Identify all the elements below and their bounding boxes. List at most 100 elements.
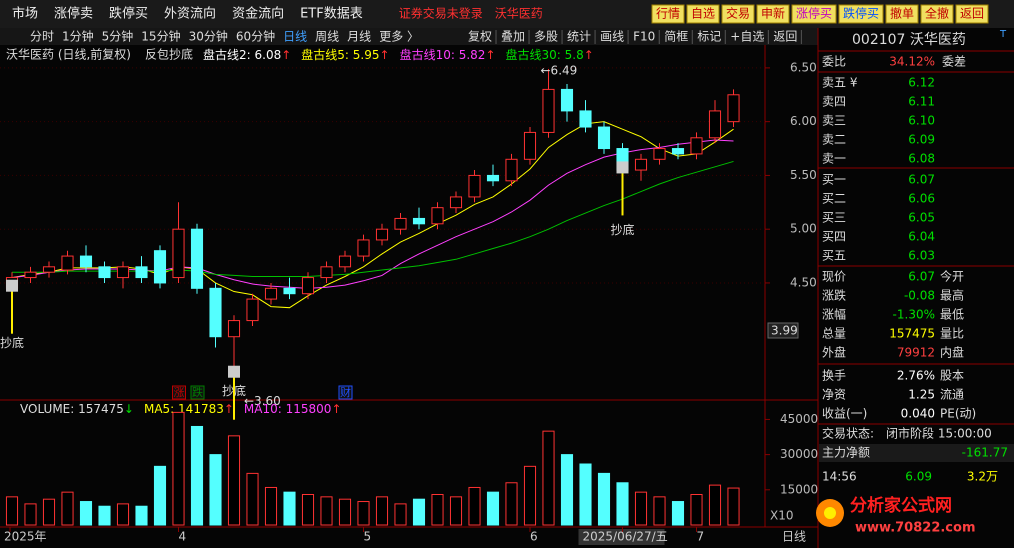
candle-body bbox=[505, 158, 518, 182]
stat-label2: 内盘 bbox=[940, 345, 964, 360]
button-label[interactable]: 自选 bbox=[691, 7, 715, 21]
period-tab[interactable]: 更多 〉 bbox=[379, 30, 419, 44]
menu-item[interactable]: ETF数据表 bbox=[300, 7, 363, 22]
annotation: ←6.49 bbox=[541, 63, 578, 77]
button[interactable] bbox=[686, 4, 720, 24]
ma-line bbox=[11, 139, 734, 289]
candle-body bbox=[79, 255, 93, 268]
indicator-label: 盘古线30: 5.8↑ bbox=[506, 47, 594, 62]
bid-label: 买五 bbox=[822, 249, 846, 263]
candle-body bbox=[320, 266, 333, 279]
button[interactable] bbox=[885, 4, 919, 24]
volume-arrow: ↓ bbox=[124, 402, 134, 416]
event-marker-label: 财 bbox=[340, 385, 351, 399]
stat-value: 2.76% bbox=[897, 369, 935, 383]
button-label[interactable]: 撤单 bbox=[890, 6, 914, 21]
stat-label2: 股本 bbox=[940, 369, 964, 383]
volume-bar bbox=[320, 496, 333, 526]
volume-bar bbox=[246, 472, 259, 526]
candle-body bbox=[264, 287, 278, 300]
tool-button[interactable]: 标记 bbox=[697, 30, 721, 44]
candle-body bbox=[597, 126, 611, 150]
period-tab[interactable]: 日线 bbox=[283, 30, 307, 44]
bid-price: 6.07 bbox=[908, 173, 935, 187]
stock-tag: T bbox=[999, 29, 1007, 40]
volume-value: 157475 bbox=[78, 402, 124, 416]
volume-bar bbox=[542, 430, 555, 526]
button[interactable] bbox=[791, 4, 837, 24]
button[interactable] bbox=[651, 4, 685, 24]
button-label[interactable]: 申新 bbox=[761, 6, 785, 21]
volume-bar bbox=[375, 496, 389, 526]
volume-bar bbox=[579, 463, 592, 526]
volume-bar bbox=[468, 486, 481, 526]
ask-label: 卖二 bbox=[822, 133, 846, 147]
candle-body bbox=[486, 174, 500, 182]
volume-ma-value: 141783 bbox=[178, 402, 224, 416]
indicator-arrow: ↑ bbox=[485, 48, 495, 62]
volume-bar bbox=[727, 487, 740, 526]
volume-bar bbox=[431, 494, 444, 526]
tool-button[interactable]: 画线 bbox=[600, 30, 624, 44]
tool-button[interactable]: 复权 bbox=[468, 30, 492, 44]
tool-button[interactable]: 统计 bbox=[567, 30, 591, 44]
candle-body bbox=[338, 255, 352, 268]
candle-body bbox=[135, 266, 148, 279]
period-tab[interactable]: 分时 bbox=[30, 30, 54, 44]
period-tab[interactable]: 15分钟 bbox=[141, 29, 180, 44]
button-label[interactable]: 全撤 bbox=[925, 6, 949, 21]
signal-box bbox=[228, 365, 240, 378]
button[interactable] bbox=[955, 4, 989, 24]
chart-title: 沃华医药 (日线,前复权) bbox=[6, 47, 131, 62]
button[interactable] bbox=[721, 4, 755, 24]
button-label[interactable]: 行情 bbox=[656, 7, 680, 21]
volume-ma-name: MA5: bbox=[144, 402, 178, 416]
button-label[interactable]: 涨停买 bbox=[796, 6, 832, 21]
bid-price: 6.03 bbox=[908, 249, 935, 263]
menu-item[interactable]: 外资流向 bbox=[164, 6, 216, 22]
candle-body bbox=[431, 207, 444, 225]
event-marker-label: 跌 bbox=[192, 385, 203, 399]
tool-button[interactable]: 多股 bbox=[534, 30, 558, 44]
period-tab[interactable]: 月线 bbox=[347, 30, 371, 44]
button[interactable] bbox=[756, 4, 790, 24]
menu-item[interactable]: 涨停卖 bbox=[54, 6, 93, 22]
tool-button[interactable]: 简框 bbox=[664, 30, 688, 44]
candle-body bbox=[653, 148, 666, 160]
tool-button[interactable]: 叠加 bbox=[501, 30, 525, 44]
watermark-logo bbox=[824, 507, 836, 519]
date-highlight bbox=[578, 529, 665, 545]
tick-price: 6.09 bbox=[905, 470, 932, 484]
volume-ma: MA5: 141783↑ bbox=[144, 402, 234, 416]
watermark-url: www.70822.com bbox=[855, 521, 976, 536]
tool-button[interactable]: 返回 bbox=[773, 30, 797, 44]
button-label[interactable]: 返回 bbox=[960, 7, 984, 21]
menu-item[interactable]: 市场 bbox=[12, 6, 38, 22]
period-tab[interactable]: 5分钟 bbox=[102, 29, 134, 44]
period-tab[interactable]: 周线 bbox=[315, 30, 339, 44]
formula-name[interactable]: 反包抄底 bbox=[145, 47, 193, 62]
stat-label2: 今开 bbox=[940, 269, 964, 284]
volume-bar bbox=[79, 501, 93, 526]
button-label[interactable]: 交易 bbox=[726, 6, 750, 21]
candle-body bbox=[579, 110, 592, 128]
annotation: ←3.60 bbox=[244, 394, 281, 408]
button[interactable] bbox=[920, 4, 954, 24]
period-tab[interactable]: 1分钟 bbox=[62, 29, 94, 44]
period-tab[interactable]: 30分钟 bbox=[189, 29, 228, 44]
period-tab[interactable]: 60分钟 bbox=[236, 29, 275, 44]
button-label[interactable]: 跌停买 bbox=[843, 6, 879, 21]
volume-bar bbox=[560, 454, 574, 526]
button[interactable] bbox=[838, 4, 884, 24]
menu-item[interactable]: 跌停买 bbox=[109, 6, 148, 22]
indicator-value: 5.95 bbox=[353, 48, 380, 62]
tool-button[interactable]: +自选 bbox=[730, 30, 764, 44]
stat-label: 现价 bbox=[822, 270, 846, 284]
y-tick-label: 5.50 bbox=[790, 168, 817, 182]
candle-body bbox=[190, 228, 204, 289]
tool-button[interactable]: F10 bbox=[633, 30, 655, 44]
volume-bar bbox=[449, 496, 463, 526]
menu-item[interactable]: 资金流向 bbox=[232, 6, 284, 22]
ratio-value: 34.12% bbox=[889, 55, 935, 69]
